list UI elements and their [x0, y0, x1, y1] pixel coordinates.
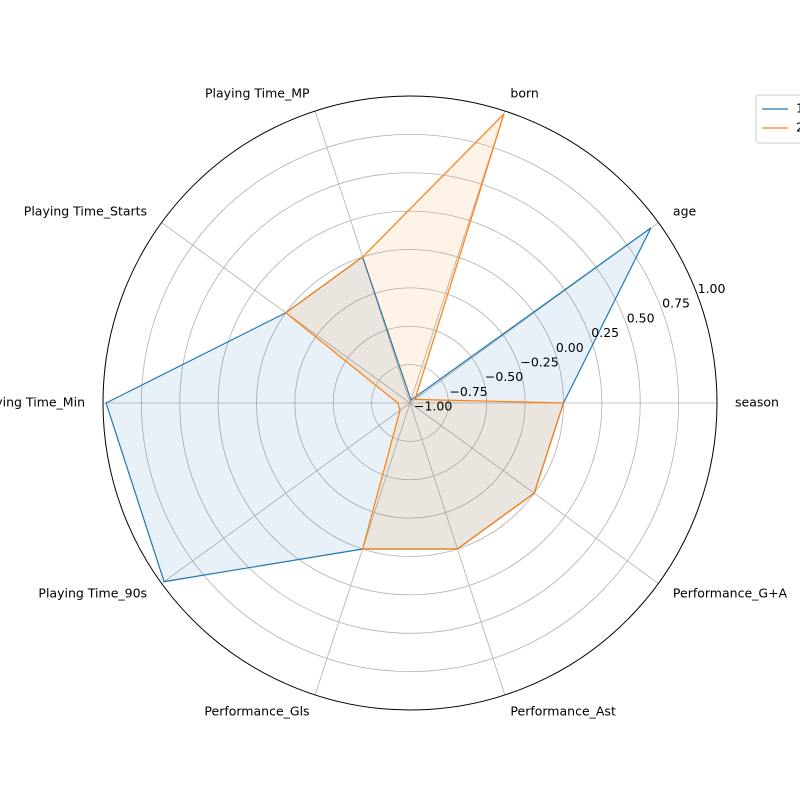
legend-box	[755, 94, 800, 144]
legend: 12	[755, 94, 800, 144]
radial-tick-label: −0.75	[449, 384, 487, 399]
series-fill-2	[285, 113, 564, 549]
radial-tick-label: 0.75	[662, 296, 690, 311]
category-label: age	[673, 203, 697, 218]
category-label: Playing Time_Starts	[24, 203, 147, 218]
category-label: Performance_Gls	[204, 704, 309, 719]
polar-frame	[102, 95, 718, 711]
radar-series	[105, 113, 652, 583]
category-label: Playing Time_MP	[205, 85, 310, 100]
series-fill-1	[106, 227, 651, 582]
series-line-2	[284, 113, 565, 550]
radial-tick-label: −1.00	[414, 399, 452, 414]
radial-tick-label: −0.50	[485, 369, 523, 384]
category-label: Performance_G+A	[673, 586, 788, 601]
spoke-line	[161, 402, 411, 584]
legend-label-2: 2	[796, 120, 800, 135]
category-label: Playing Time_90s	[38, 586, 147, 601]
category-label: Performance_Ast	[510, 704, 616, 719]
legend-label-1: 1	[796, 101, 800, 116]
radial-tick-label: 0.25	[591, 325, 619, 340]
category-label: season	[735, 395, 779, 410]
radial-tick-label: 1.00	[698, 281, 726, 296]
radial-tick-label: −0.25	[520, 354, 558, 369]
radial-tick-label: 0.00	[556, 340, 584, 355]
category-label: born	[510, 85, 538, 100]
radar-labels: season age born Playing Time_MP Playing Time…	[0, 85, 788, 718]
radial-tick-label: 0.50	[627, 310, 655, 325]
category-label: Playing Time_Min	[0, 395, 85, 410]
